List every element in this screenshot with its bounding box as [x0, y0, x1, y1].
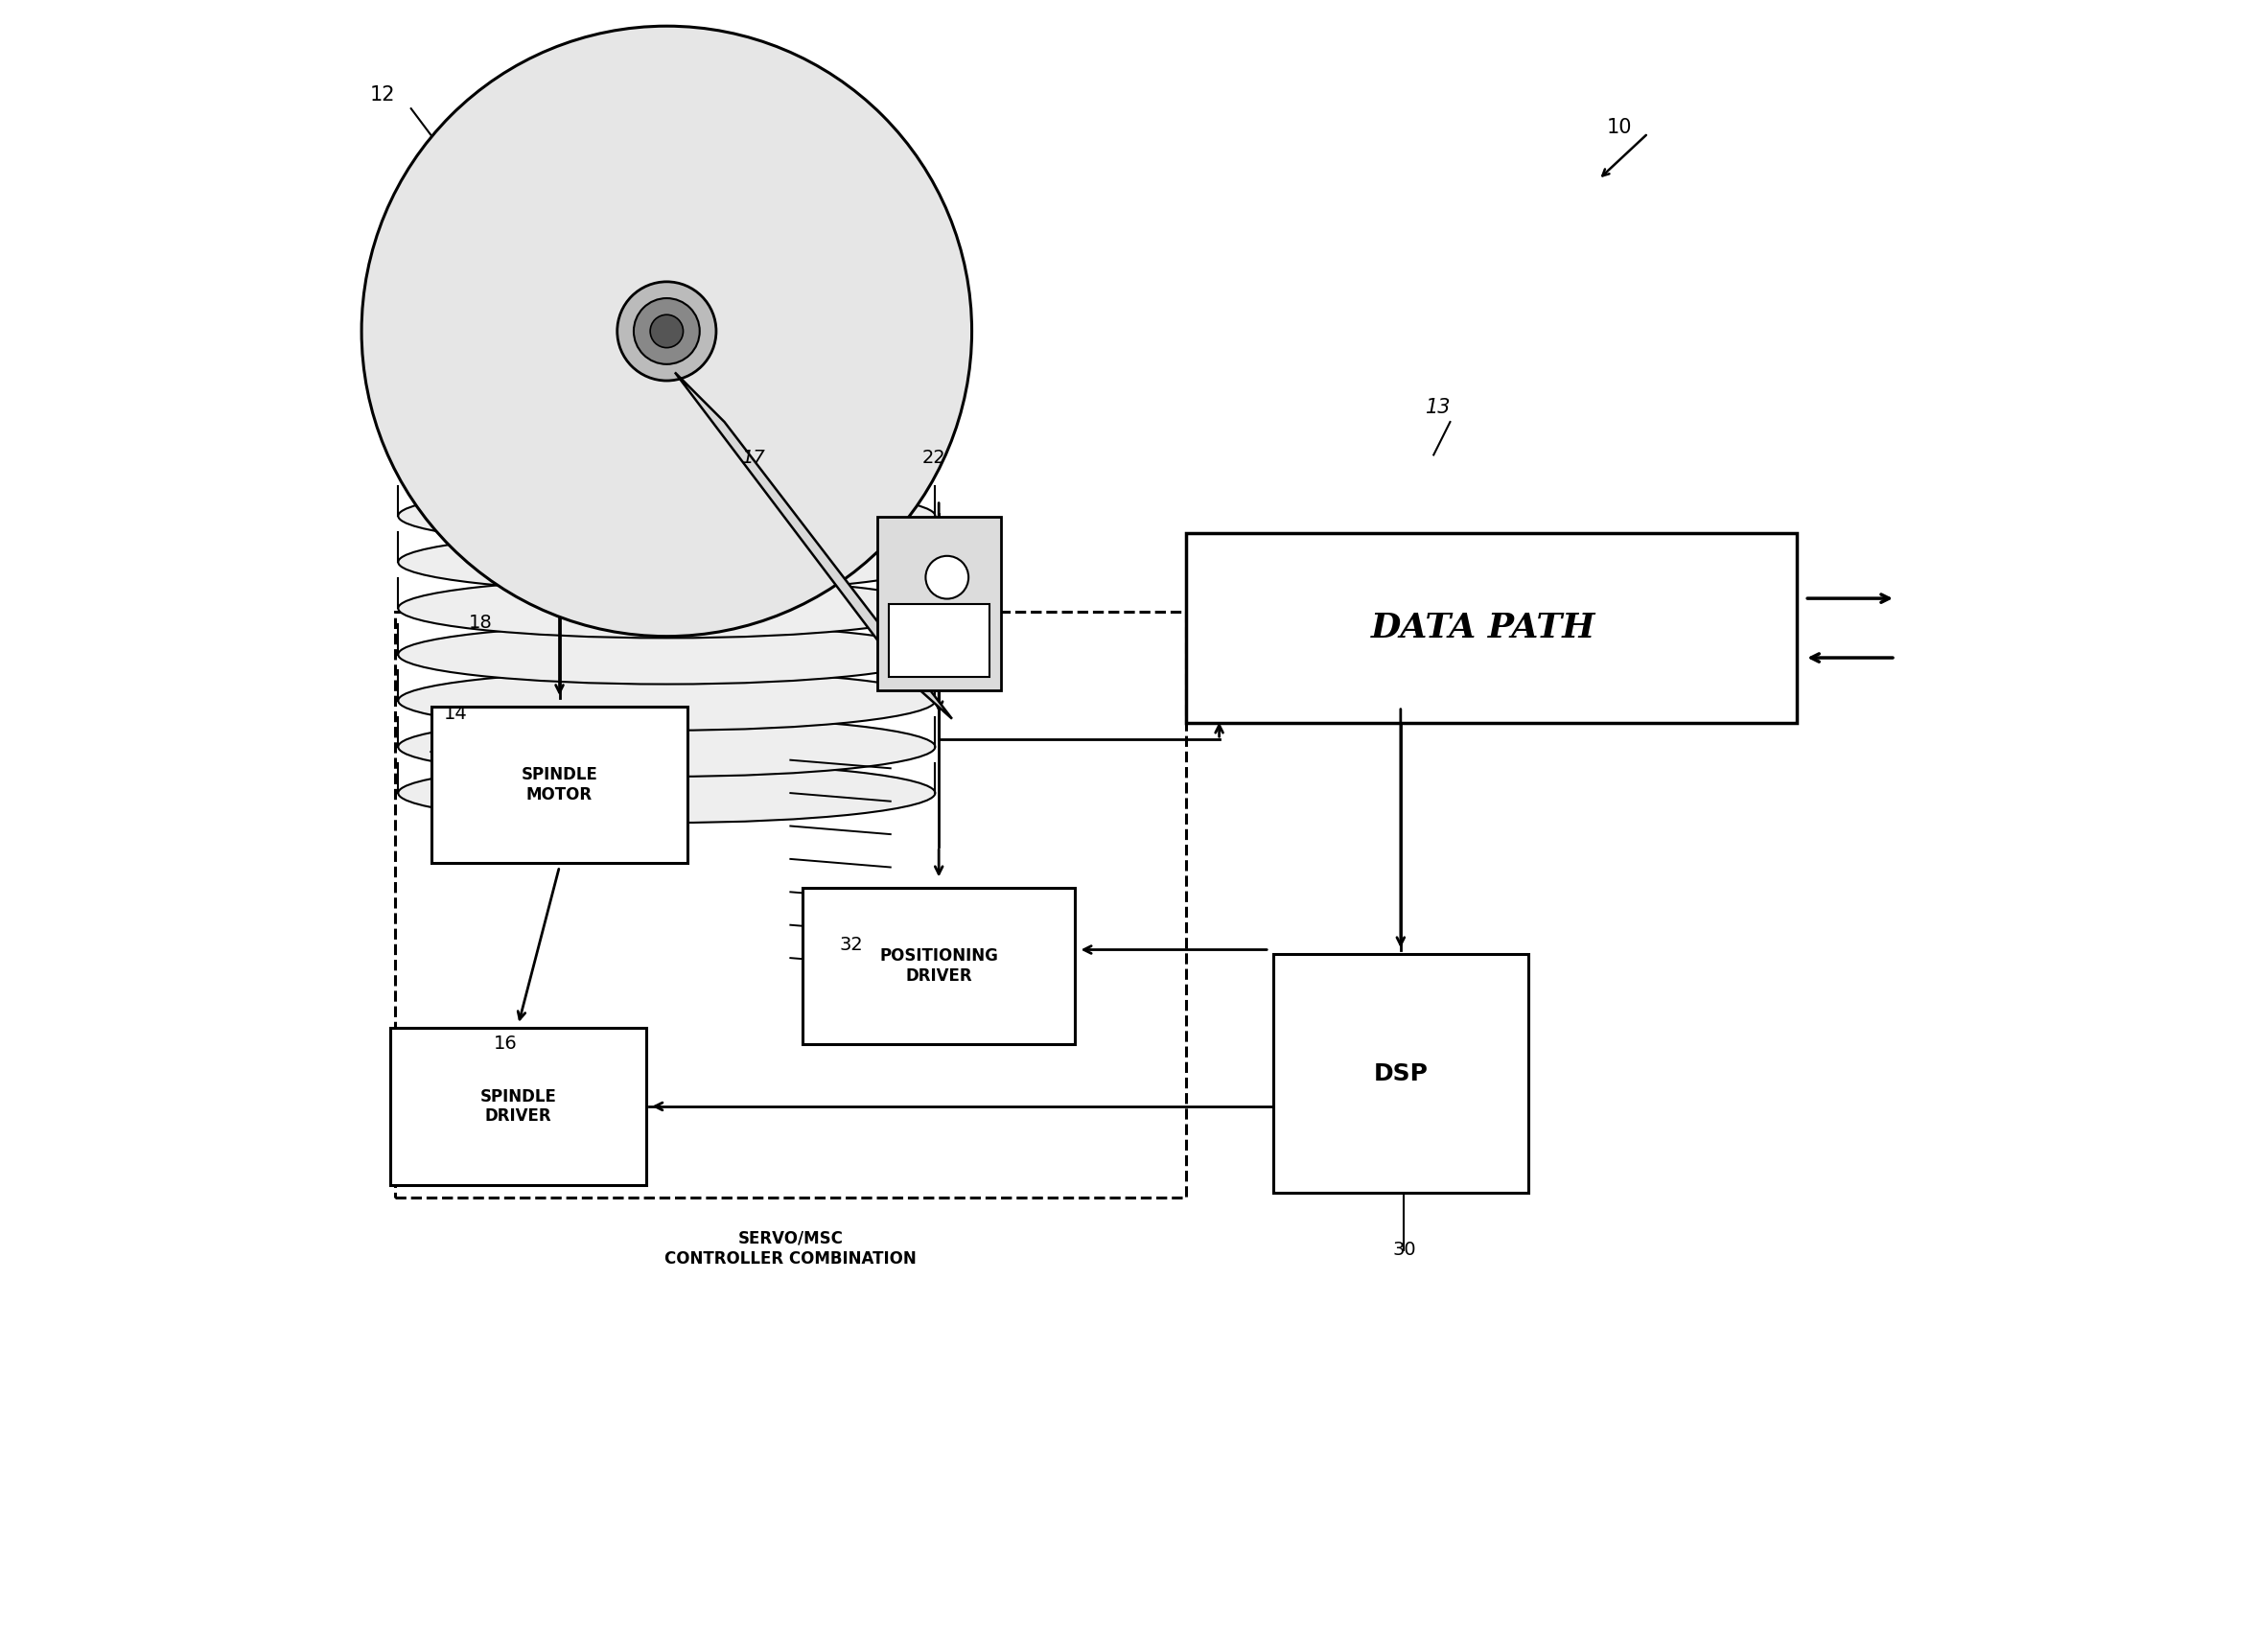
Circle shape	[650, 314, 684, 347]
Polygon shape	[675, 372, 952, 719]
Ellipse shape	[397, 717, 934, 776]
Bar	[395, 611, 1187, 1198]
Text: 17: 17	[740, 449, 765, 468]
Text: 32: 32	[840, 935, 864, 953]
Ellipse shape	[397, 671, 934, 730]
Circle shape	[634, 299, 700, 363]
Text: 22: 22	[923, 449, 946, 468]
Text: 13: 13	[1426, 398, 1451, 418]
Ellipse shape	[397, 624, 934, 684]
Text: SPINDLE
MOTOR: SPINDLE MOTOR	[521, 767, 598, 803]
Bar	[431, 707, 688, 862]
Circle shape	[361, 26, 973, 636]
Ellipse shape	[397, 486, 934, 545]
Ellipse shape	[397, 532, 934, 591]
Text: 30: 30	[1393, 1241, 1415, 1259]
Text: 16: 16	[494, 1034, 517, 1052]
Text: 14: 14	[445, 704, 467, 722]
Bar	[390, 1028, 646, 1184]
Bar	[803, 887, 1074, 1044]
Ellipse shape	[397, 578, 934, 638]
Text: DSP: DSP	[1372, 1062, 1429, 1085]
Bar	[878, 517, 1000, 691]
Bar	[1187, 534, 1797, 724]
Text: 10: 10	[1607, 117, 1632, 137]
Bar	[1273, 953, 1528, 1193]
Text: DATA PATH: DATA PATH	[1370, 611, 1596, 644]
Bar	[889, 605, 989, 677]
Ellipse shape	[397, 763, 934, 823]
Text: POSITIONING
DRIVER: POSITIONING DRIVER	[880, 948, 998, 985]
Text: 18: 18	[469, 613, 492, 633]
Text: SERVO/MSC
CONTROLLER COMBINATION: SERVO/MSC CONTROLLER COMBINATION	[664, 1231, 916, 1267]
Circle shape	[616, 282, 715, 380]
Text: 12: 12	[370, 84, 395, 104]
Text: SPINDLE
DRIVER: SPINDLE DRIVER	[481, 1087, 557, 1125]
Circle shape	[925, 557, 968, 598]
